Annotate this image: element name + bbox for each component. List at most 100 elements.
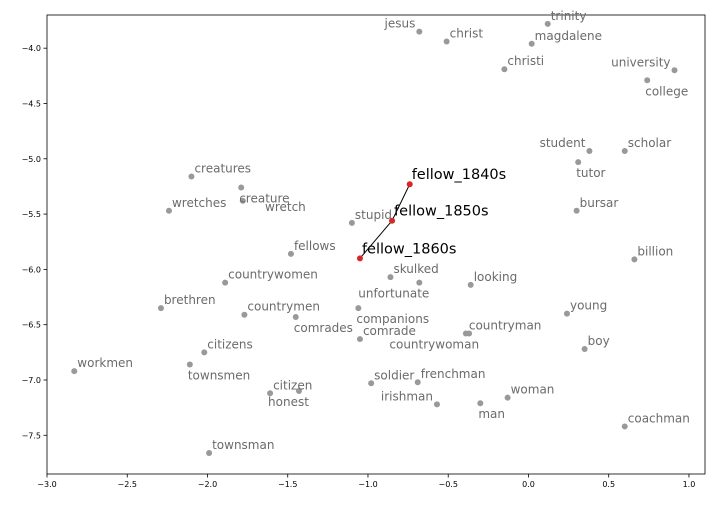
point-citizens [201,349,208,356]
point-townsman [206,449,213,456]
point-honest [295,388,302,395]
x-tick-label: 1.0 [683,480,696,489]
y-tick-label: −4.0 [22,44,41,53]
label-unfortunate: unfortunate [358,287,429,301]
y-tick-label: −6.5 [22,321,41,330]
x-tick-label: −2.0 [198,480,217,489]
label-student: student [540,136,586,150]
point-woman [504,394,511,401]
label-stupid: stupid [355,208,392,222]
label-college: college [645,84,688,98]
point-townsmen [186,361,193,368]
point-comrade [356,336,363,343]
x-tick-label: 0.5 [602,480,615,489]
point-wretch [239,197,246,204]
label-tutor: tutor [576,166,605,180]
label-citizen: citizen [273,378,312,392]
point-university [671,67,678,74]
label-scholar: scholar [628,136,671,150]
y-tick-label: −7.0 [22,376,41,385]
point-billion [631,256,638,263]
target-point-fellow_1860s [356,255,363,262]
target-label-fellow_1850s: fellow_1850s [394,204,489,220]
label-brethren: brethren [164,293,216,307]
point-brethren [157,305,164,312]
point-coachman [621,423,628,430]
point-man [477,400,484,407]
point-soldier [368,380,375,387]
label-jesus: jesus [384,17,416,31]
point-wretches [165,207,172,214]
point-fellows [287,250,294,257]
label-creatures: creatures [194,161,251,175]
point-countrywomen [222,279,229,286]
label-citizens: citizens [207,337,253,351]
label-magdalene: magdalene [535,29,602,43]
label-trinity: trinity [551,9,587,23]
point-irishman [433,401,440,408]
x-tick-label: −1.5 [278,480,297,489]
point-countrywoman [466,330,473,337]
point-frenchman [414,379,421,386]
label-young: young [570,299,607,313]
point-christ [443,38,450,45]
point-countrymen [241,311,248,318]
label-companions: companions [356,312,429,326]
label-countrymen: countrymen [247,300,320,314]
point-scholar [621,148,628,155]
label-comrade: comrade [363,324,416,338]
point-trinity [544,20,551,27]
label-soldier: soldier [374,368,414,382]
label-coachman: coachman [628,411,690,425]
label-fellows: fellows [294,239,336,253]
label-bursar: bursar [580,196,619,210]
point-unfortunate [416,279,423,286]
point-college [644,77,651,84]
label-wretch: wretch [265,200,306,214]
y-tick-label: −5.5 [22,210,41,219]
label-countryman: countryman [469,319,542,333]
x-tick-label: −3.0 [37,480,56,489]
point-jesus [416,28,423,35]
point-young [563,310,570,317]
label-woman: woman [511,383,555,397]
target-point-fellow_1840s [406,181,413,188]
label-skulked: skulked [393,262,438,276]
point-citizen [267,390,274,397]
y-tick-label: −7.5 [22,431,41,440]
point-labels: jesus christ trinity magdalene christi univer… [77,9,690,452]
point-comrades [292,313,299,320]
x-tick-label: −1.0 [358,480,377,489]
label-wretches: wretches [172,196,226,210]
label-honest: honest [268,395,309,409]
y-tick-label: −4.5 [22,99,41,108]
target-point-fellow_1850s [389,217,396,224]
label-man: man [478,407,505,421]
label-boy: boy [588,334,610,348]
point-stupid [348,219,355,226]
point-magdalene [528,40,535,47]
label-irishman: irishman [381,389,433,403]
x-tick-label: −0.5 [439,480,458,489]
point-workmen [71,368,78,375]
label-frenchman: frenchman [421,367,486,381]
x-tick-label: −2.5 [118,480,137,489]
label-billion: billion [637,244,673,258]
points [71,20,678,456]
label-looking: looking [474,270,518,284]
label-christ: christ [450,27,484,41]
label-workmen: workmen [77,356,133,370]
point-creature [238,184,245,191]
x-tick-label: 0.0 [522,480,535,489]
label-comrades: comrades [294,321,353,335]
point-skulked [387,274,394,281]
label-townsmen: townsmen [188,369,250,383]
point-tutor [575,159,582,166]
label-townsman: townsman [212,438,274,452]
point-companions [355,305,362,312]
label-university: university [611,55,670,69]
y-tick-label: −6.0 [22,265,41,274]
target-label-fellow_1840s: fellow_1840s [412,167,507,183]
point-looking [467,281,474,288]
